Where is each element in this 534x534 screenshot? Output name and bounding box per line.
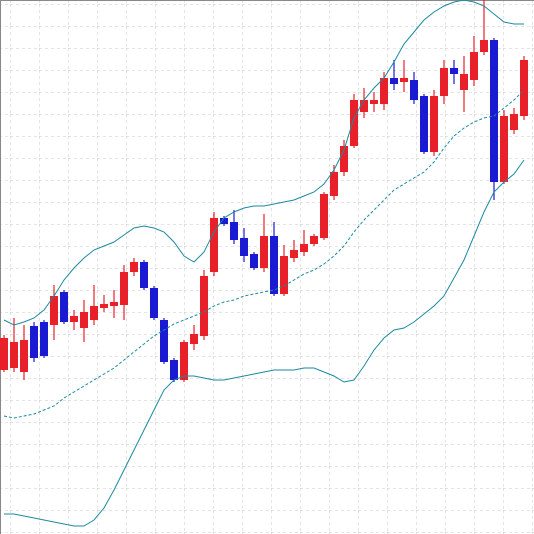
- candle-body: [350, 100, 358, 146]
- candle-body: [260, 236, 268, 268]
- candle-body: [370, 100, 378, 104]
- candle-body: [420, 96, 428, 152]
- candle-body: [200, 276, 208, 336]
- candle-body: [500, 116, 508, 182]
- candle-body: [490, 40, 498, 182]
- candle-body: [140, 262, 148, 288]
- candle-body: [430, 96, 438, 152]
- candle-body: [240, 238, 248, 256]
- band-line: [4, 159, 525, 527]
- candle-body: [10, 342, 18, 368]
- candle-body: [520, 60, 528, 116]
- candle-body: [470, 52, 478, 80]
- candle-body: [280, 256, 288, 294]
- candle-body: [300, 244, 308, 252]
- candle-body: [320, 194, 328, 238]
- candle-body: [230, 222, 238, 240]
- candle-body: [310, 236, 318, 244]
- candle-body: [210, 218, 218, 272]
- candle-body: [290, 250, 298, 258]
- candle-body: [510, 114, 518, 130]
- candle-body: [180, 342, 188, 380]
- candle-body: [330, 172, 338, 196]
- candle-body: [110, 302, 118, 306]
- candle-body: [90, 306, 98, 320]
- candle-body: [150, 288, 158, 318]
- band-middle: [3, 89, 525, 419]
- candle-body: [450, 68, 458, 74]
- candle-body: [460, 74, 468, 90]
- candle-body: [20, 340, 28, 372]
- candle-body: [410, 80, 418, 100]
- candle-body: [130, 262, 138, 272]
- candle-body: [220, 218, 228, 224]
- candle-body: [440, 68, 448, 96]
- candle-body: [270, 236, 278, 294]
- candle-body: [60, 292, 68, 322]
- candle-body: [190, 334, 198, 344]
- candle-body: [40, 322, 48, 356]
- candle-body: [120, 272, 128, 305]
- candle-body: [480, 40, 488, 52]
- candle-body: [50, 296, 58, 325]
- candle-body: [360, 100, 368, 112]
- candle-body: [170, 360, 178, 380]
- candle-body: [80, 312, 88, 328]
- candle-body: [70, 316, 78, 322]
- candle-body: [390, 78, 398, 84]
- candle-body: [250, 254, 258, 268]
- candle-body: [380, 78, 388, 104]
- candle-body: [30, 326, 38, 358]
- candle-body: [0, 338, 8, 370]
- candle-body: [340, 146, 348, 172]
- band-line: [3, 0, 524, 326]
- candle-body: [160, 320, 168, 362]
- candle-body: [400, 78, 408, 82]
- candle-body: [100, 304, 108, 308]
